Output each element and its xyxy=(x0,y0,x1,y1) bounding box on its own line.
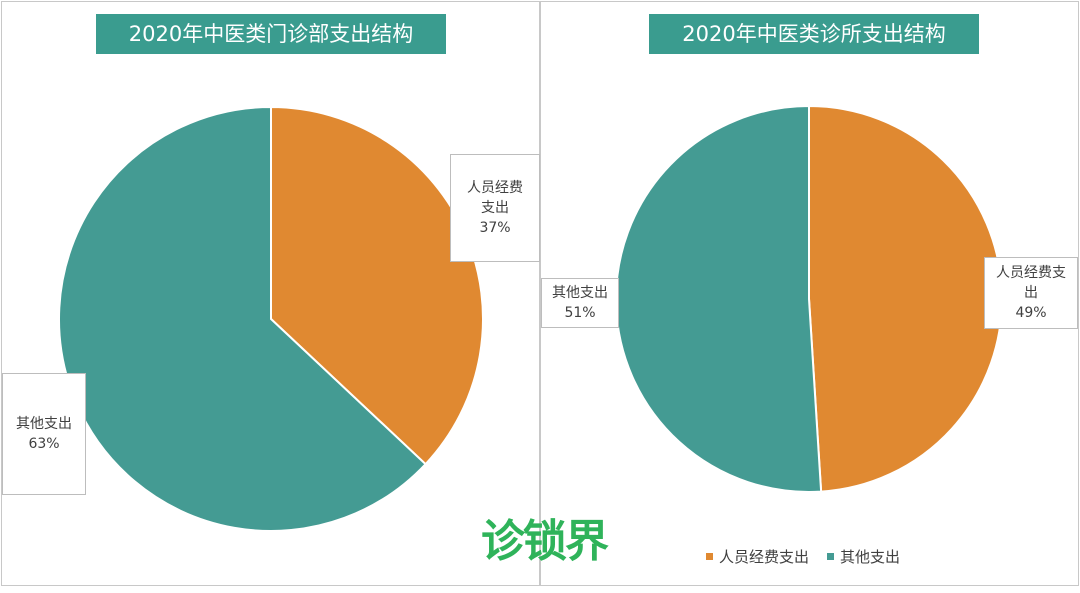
data-label-text: 人员经费支 xyxy=(996,265,1066,281)
data-label-other: 其他支出 63% xyxy=(2,373,86,495)
chart-panel-clinic: 2020年中医类诊所支出结构 人员经费支 出 49% 其他支出 51% xyxy=(540,1,1079,586)
data-label-text: 支出 xyxy=(481,200,509,216)
chart-title: 2020年中医类诊所支出结构 xyxy=(649,14,979,54)
chart-panel-outpatient: 2020年中医类门诊部支出结构 人员经费 支出 37% 其他支出 63% xyxy=(1,1,540,586)
legend-swatch xyxy=(706,553,713,560)
data-label-text: 人员经费 xyxy=(467,180,523,196)
legend-item-personnel: 人员经费支出 xyxy=(706,546,809,567)
legend-label: 其他支出 xyxy=(840,548,901,566)
pie-slice-1 xyxy=(615,104,823,493)
legend-label: 人员经费支出 xyxy=(719,548,810,566)
legend-swatch xyxy=(827,553,835,560)
chart-legend: 人员经费支出 其他支出 xyxy=(706,546,900,567)
watermark-logo: 诊锁界 xyxy=(481,516,609,567)
data-label-text: 出 xyxy=(1024,285,1038,301)
data-label-other: 其他支出 51% xyxy=(541,278,619,328)
pie-chart-outpatient xyxy=(58,105,484,532)
data-label-value: 51% xyxy=(564,305,596,321)
chart-title: 2020年中医类门诊部支出结构 xyxy=(96,14,446,54)
data-label-text: 其他支出 xyxy=(16,416,72,432)
legend-item-other: 其他支出 xyxy=(827,546,900,567)
data-label-personnel: 人员经费支 出 49% xyxy=(984,257,1078,329)
data-label-value: 37% xyxy=(479,220,511,236)
pie-slice-0 xyxy=(808,104,1003,493)
pie-chart-clinic xyxy=(615,104,1003,493)
data-label-personnel: 人员经费 支出 37% xyxy=(450,154,540,262)
data-label-value: 63% xyxy=(28,436,60,452)
data-label-text: 其他支出 xyxy=(552,285,608,301)
data-label-value: 49% xyxy=(1015,305,1047,321)
